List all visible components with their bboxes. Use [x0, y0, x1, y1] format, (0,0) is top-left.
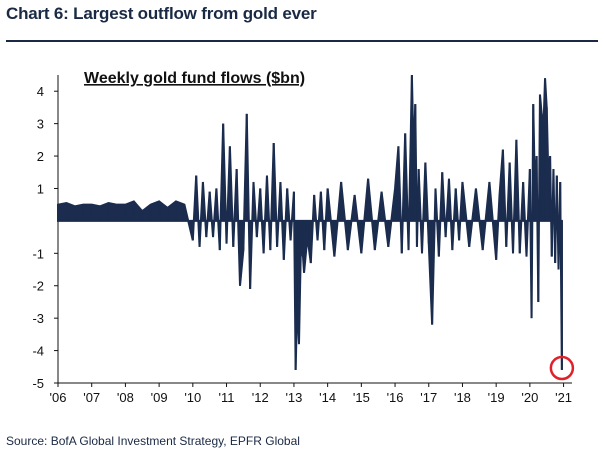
y-tick-label: 1: [37, 181, 44, 196]
y-tick-label: -3: [32, 311, 44, 326]
x-tick-label: '18: [454, 390, 471, 405]
x-tick-label: '20: [521, 390, 538, 405]
chart-subtitle: Weekly gold fund flows ($bn): [84, 70, 305, 87]
chart-title: Chart 6: Largest outflow from gold ever: [6, 4, 317, 23]
y-tick-label: 4: [37, 84, 44, 99]
chart-annotations: [549, 355, 575, 381]
x-tick-label: '16: [387, 390, 404, 405]
x-tick-label: '11: [219, 390, 235, 405]
x-tick-label: '13: [285, 390, 302, 405]
y-tick-label: -5: [32, 376, 44, 391]
y-tick-label: -1: [32, 246, 44, 261]
y-tick-label: -4: [32, 344, 44, 359]
chart-axes: [57, 75, 572, 384]
x-tick-label: '09: [151, 390, 168, 405]
x-tick-label: '15: [353, 390, 370, 405]
title-divider: [6, 40, 598, 42]
x-tick-label: '14: [319, 390, 336, 405]
flow-series: [57, 74, 563, 371]
y-tick-label: -2: [32, 279, 44, 294]
y-tick-label: 2: [37, 149, 44, 164]
x-tick-label: '06: [50, 390, 67, 405]
x-tick-label: '17: [420, 390, 437, 405]
x-tick-label: '19: [488, 390, 505, 405]
x-tick-label: '12: [252, 390, 269, 405]
x-tick-label: '07: [83, 390, 100, 405]
x-tick-label: '21: [555, 390, 572, 405]
x-tick-label: '10: [184, 390, 201, 405]
y-tick-label: 3: [37, 117, 44, 132]
axis-ticks: 4 3 2 1 -1 -2 -3 -4 -5 '06 '07 '08 '09 '10 '11 '12 '13 '1…: [32, 84, 572, 405]
x-tick-label: '08: [117, 390, 134, 405]
record-outflow-circle: [549, 355, 575, 381]
source-note: Source: BofA Global Investment Strategy,…: [6, 434, 300, 448]
